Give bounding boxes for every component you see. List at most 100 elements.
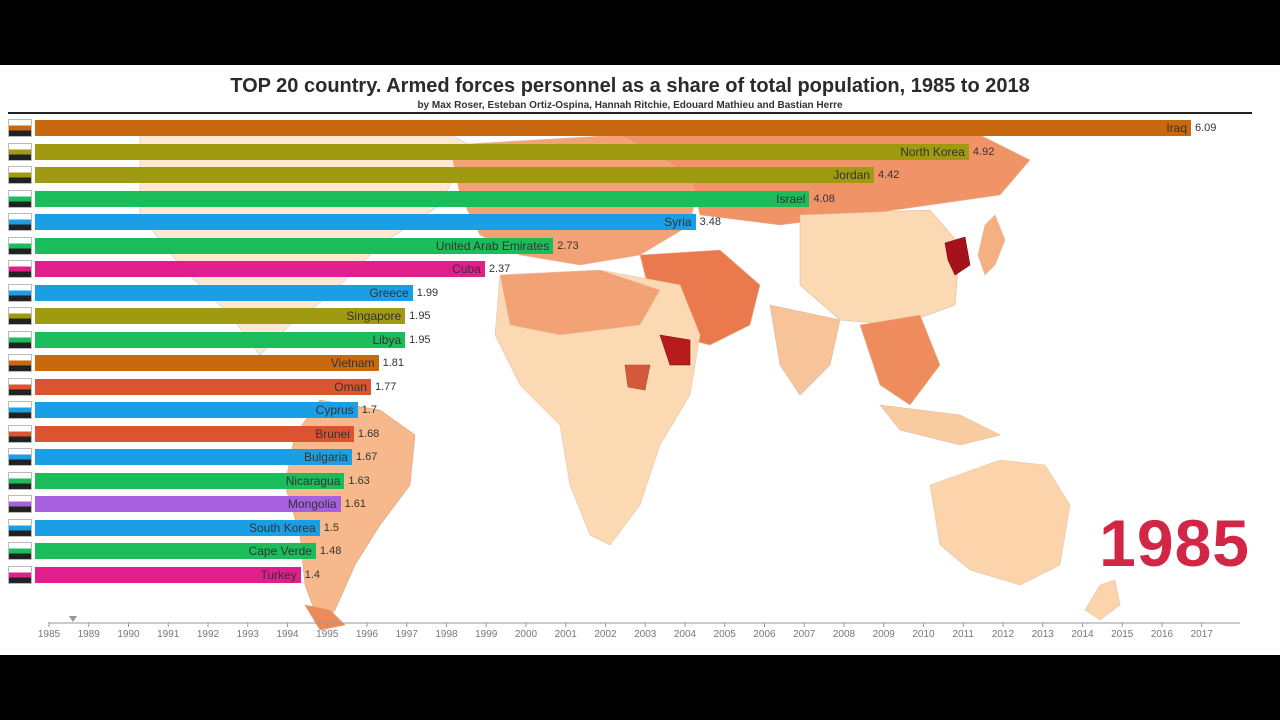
map-japan: [977, 214, 1006, 276]
bar-row: Jordan 4.42: [0, 164, 1280, 186]
bar-country-label: Oman: [334, 379, 367, 394]
timeline-tick-label[interactable]: 1991: [157, 629, 180, 640]
bar-row: Singapore 1.95: [0, 305, 1280, 327]
timeline-tick-label[interactable]: 2012: [991, 629, 1015, 640]
bar-value-label: 1.48: [319, 545, 342, 557]
timeline-tick-label[interactable]: 1995: [316, 629, 339, 640]
bar-value-label: 1.63: [348, 474, 370, 487]
timeline-tick-label[interactable]: 2010: [912, 629, 935, 640]
bar-country-label: Singapore: [346, 309, 402, 323]
timeline-tick-label[interactable]: 1994: [276, 629, 299, 640]
timeline-tick-label[interactable]: 2000: [514, 629, 538, 640]
bar-country-label: Cyprus: [315, 403, 354, 417]
bar-row: Brunei 1.68: [0, 423, 1280, 445]
bar-row: Cuba 2.37: [0, 258, 1280, 280]
bar-value-label: 1.5: [323, 521, 340, 534]
timeline-tick-label[interactable]: 1993: [236, 629, 259, 640]
timeline-tick-label[interactable]: 2005: [713, 629, 736, 640]
map-indonesia: [879, 404, 1001, 446]
title-divider: [8, 112, 1252, 114]
timeline-tick-label[interactable]: 1992: [196, 629, 220, 640]
bar-country-label: Jordan: [833, 168, 870, 182]
country-flag-icon: [8, 377, 32, 396]
timeline-tick-label[interactable]: 2001: [554, 629, 577, 640]
bar-row: Mongolia 1.61: [0, 493, 1280, 515]
bar-row: Syria 3.48: [0, 211, 1280, 233]
map-korea: [944, 236, 971, 276]
bar: Cyprus: [35, 402, 358, 418]
bar-row: Vietnam 1.81: [0, 352, 1280, 374]
timeline-tick-label[interactable]: 1999: [475, 629, 498, 640]
timeline-tick-label[interactable]: 1989: [77, 629, 100, 640]
country-flag-icon: [8, 283, 32, 302]
country-flag-icon: [8, 565, 32, 584]
bar-value-label: 3.48: [699, 216, 721, 228]
timeline-tick-label[interactable]: 2014: [1071, 629, 1094, 640]
country-flag-icon: [8, 495, 32, 513]
bar-country-label: Libya: [372, 332, 402, 347]
bar-value-label: 1.95: [409, 333, 431, 346]
country-flag-icon: [8, 330, 32, 349]
timeline-tick-label[interactable]: 2004: [673, 629, 697, 640]
bar: Iraq: [35, 120, 1191, 136]
bar: Oman: [35, 378, 371, 395]
bar-country-label: Cuba: [452, 262, 481, 276]
bar-value-label: 1.95: [409, 310, 431, 322]
country-flag-icon: [8, 260, 32, 278]
timeline-tick-label[interactable]: 2002: [594, 629, 617, 640]
bar: Vietnam: [35, 355, 379, 371]
timeline-tick-label[interactable]: 2017: [1190, 629, 1213, 640]
bar: Brunei: [35, 425, 354, 442]
bar-value-label: 1.99: [416, 286, 439, 299]
country-flag-icon: [8, 542, 32, 560]
country-flag-icon: [8, 354, 32, 372]
bar-row: Oman 1.77: [0, 376, 1280, 398]
timeline-tick-label[interactable]: 1990: [117, 629, 140, 640]
bar-value-label: 4.08: [813, 192, 835, 205]
country-flag-icon: [8, 213, 32, 231]
country-flag-icon: [8, 236, 32, 255]
map-north-africa: [499, 269, 661, 336]
bar-value-label: 1.61: [344, 498, 367, 510]
bar: North Korea: [35, 143, 969, 160]
bar-value-label: 1.81: [382, 357, 404, 369]
bar-country-label: Mongolia: [287, 497, 337, 511]
country-flag-icon: [8, 166, 32, 184]
bar: Singapore: [35, 308, 406, 324]
map-south-america-tip: [304, 604, 346, 631]
timeline-tick-label[interactable]: 2003: [634, 629, 657, 640]
bar-country-label: Iraq: [1166, 121, 1187, 135]
timeline-tick-label[interactable]: 2007: [793, 629, 816, 640]
bar: Jordan: [35, 167, 874, 183]
bar-value-label: 2.73: [557, 239, 579, 252]
timeline-tick-label[interactable]: 2013: [1031, 629, 1054, 640]
chart-title: TOP 20 country. Armed forces personnel a…: [230, 75, 1030, 97]
timeline-tick-label[interactable]: 1997: [395, 629, 418, 640]
country-flag-icon: [8, 119, 32, 137]
timeline-tick-label[interactable]: 2015: [1111, 629, 1134, 640]
bar-row: Cape Verde 1.48: [0, 540, 1280, 562]
bar-country-label: Syria: [664, 215, 692, 229]
bar-country-label: Bulgaria: [303, 450, 348, 464]
bar-row: United Arab Emirates 2.73: [0, 235, 1280, 257]
timeline-tick-label[interactable]: 2011: [952, 629, 974, 640]
map-se-asia: [859, 314, 941, 406]
timeline-tick-label[interactable]: 1998: [435, 629, 458, 640]
current-year-label: 1985: [1099, 506, 1250, 580]
timeline-tick-label[interactable]: 2008: [832, 629, 856, 640]
bar: United Arab Emirates: [35, 237, 554, 254]
timeline-tick-label[interactable]: 2006: [753, 629, 776, 640]
bar-value-label: 1.4: [304, 568, 321, 581]
timeline-tick-label[interactable]: 1996: [355, 629, 379, 640]
country-flag-icon: [8, 307, 32, 325]
bar-row: Greece 1.99: [0, 282, 1280, 304]
timeline-tick-label[interactable]: 2016: [1150, 629, 1174, 640]
bar-country-label: Brunei: [315, 426, 350, 441]
timeline-axis[interactable]: 1985 1989 1990 1991 1992 1993 1994 1995 1996 1997…: [0, 615, 1280, 655]
timeline-tick-label[interactable]: 1985: [37, 629, 61, 640]
bar-value-label: 4.92: [972, 145, 995, 158]
bar-row: Israel 4.08: [0, 188, 1280, 210]
bar-value-label: 2.37: [488, 263, 511, 275]
timeline-tick-label[interactable]: 2009: [872, 629, 895, 640]
country-flag-icon: [8, 448, 32, 466]
